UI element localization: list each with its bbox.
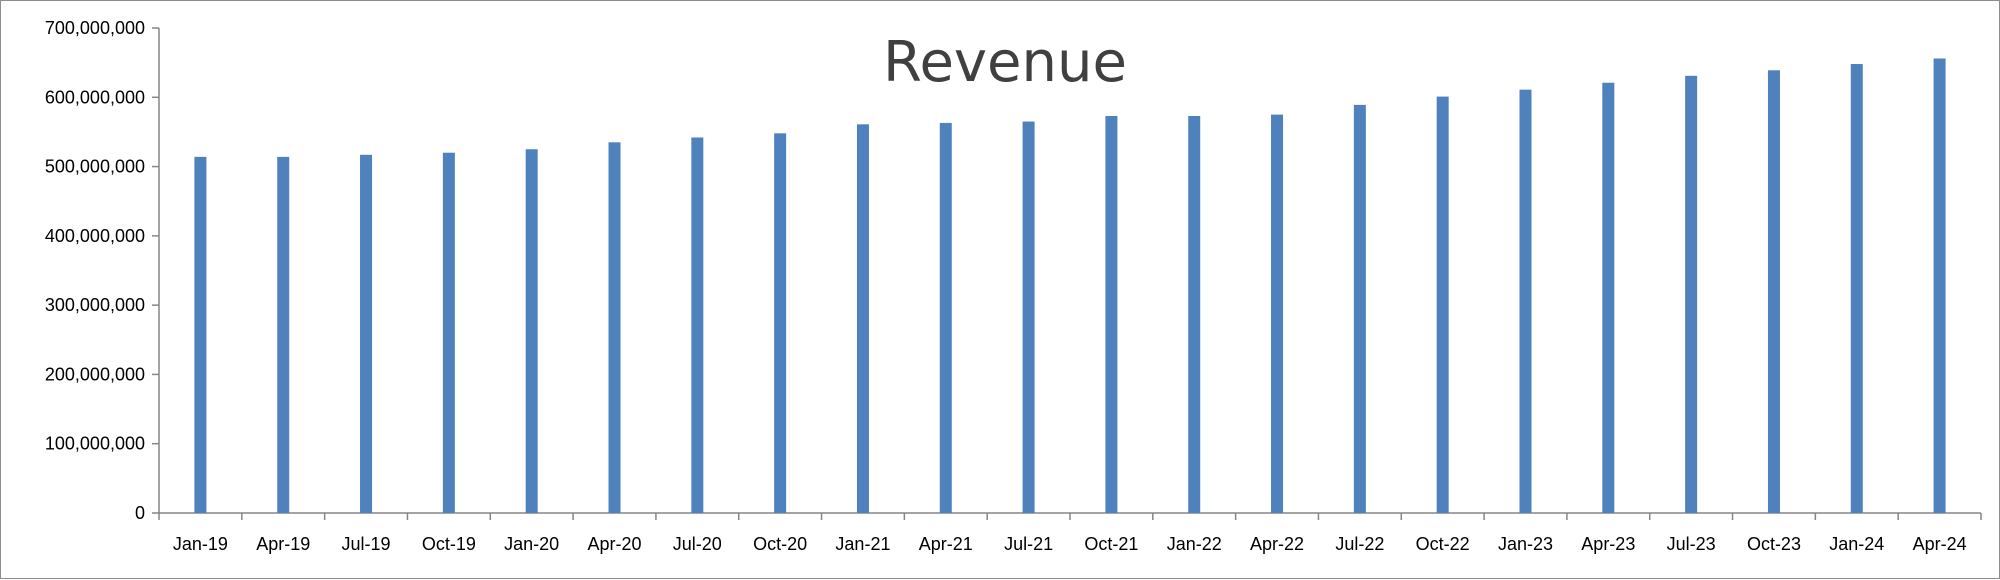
bar [1271, 114, 1284, 513]
bar [194, 156, 207, 513]
bar [1933, 58, 1946, 513]
x-tick-labels: Jan-19 Apr-19 Jul-19 Oct-19 Jan-20 Apr-20 Jul-… [173, 534, 1967, 554]
x-tick-label: Jan-22 [1167, 534, 1222, 554]
x-tick-label: Apr-23 [1581, 534, 1635, 554]
bar [525, 149, 538, 513]
bar [360, 154, 373, 514]
x-tick-label: Oct-22 [1416, 534, 1470, 554]
bar [856, 124, 869, 514]
y-tick-label: 400,000,000 [45, 226, 145, 246]
bar [1519, 89, 1532, 514]
x-tick-label: Oct-21 [1084, 534, 1138, 554]
chart-title: Revenue [883, 30, 1127, 95]
x-tick-label: Jan-23 [1498, 534, 1553, 554]
x-tick-label: Apr-21 [919, 534, 973, 554]
y-tick-labels: 0 100,000,000 200,000,000 300,000,000 400,00… [45, 18, 145, 523]
x-tick-label: Apr-19 [256, 534, 310, 554]
bar [1105, 115, 1118, 513]
bar [691, 137, 704, 513]
y-tick-label: 500,000,000 [45, 157, 145, 177]
bar [1188, 115, 1201, 513]
bar [1685, 75, 1698, 514]
bar [1602, 82, 1615, 513]
y-tick-label: 200,000,000 [45, 364, 145, 384]
bar [608, 142, 621, 514]
x-tick-label: Jul-19 [342, 534, 391, 554]
bar [442, 152, 455, 513]
y-tick-label: 600,000,000 [45, 87, 145, 107]
axes [152, 27, 1982, 520]
bars [194, 58, 1946, 514]
bar [1353, 104, 1366, 514]
y-tick-label: 100,000,000 [45, 434, 145, 454]
bar [1436, 96, 1449, 513]
bar [1767, 70, 1780, 513]
x-tick-label: Apr-20 [587, 534, 641, 554]
x-tick-label: Jul-20 [673, 534, 722, 554]
y-tick-label: 0 [135, 503, 145, 523]
bar [1022, 121, 1035, 514]
x-tick-label: Jan-19 [173, 534, 228, 554]
x-tick-label: Apr-24 [1913, 534, 1967, 554]
bar [939, 122, 952, 514]
bar [277, 156, 290, 513]
x-tick-label: Jan-24 [1829, 534, 1884, 554]
bar [1850, 64, 1863, 514]
x-tick-label: Jan-20 [504, 534, 559, 554]
x-tick-label: Apr-22 [1250, 534, 1304, 554]
x-tick-label: Jan-21 [835, 534, 890, 554]
x-tick-label: Oct-23 [1747, 534, 1801, 554]
x-tick-label: Jul-22 [1335, 534, 1384, 554]
y-tick-label: 300,000,000 [45, 295, 145, 315]
x-tick-label: Oct-19 [422, 534, 476, 554]
bar [774, 133, 787, 514]
x-tick-label: Jul-21 [1004, 534, 1053, 554]
x-tick-label: Jul-23 [1667, 534, 1716, 554]
x-tick-label: Oct-20 [753, 534, 807, 554]
y-tick-label: 700,000,000 [45, 18, 145, 38]
